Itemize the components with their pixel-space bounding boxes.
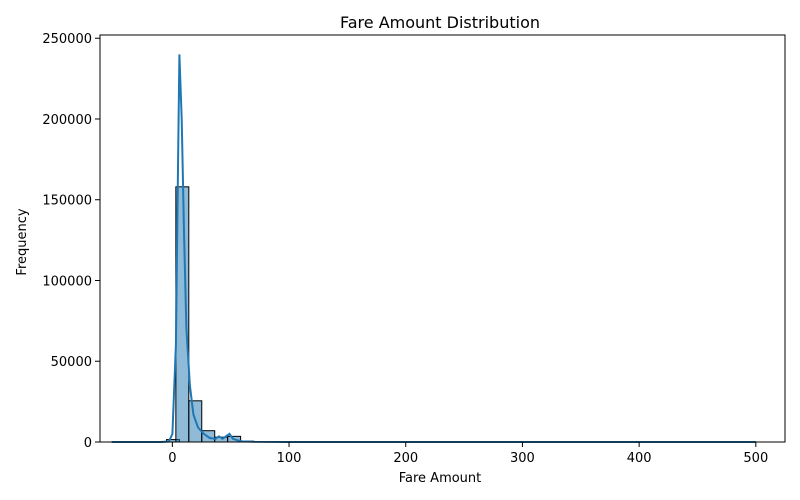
x-tick-label-3: 300 [510,451,535,466]
x-tick-label-1: 100 [277,451,302,466]
y-axis-label: Frequency [15,208,30,275]
x-tick-label-5: 500 [743,451,768,466]
y-tick-label-5: 250000 [42,32,92,47]
x-tick-label-0: 0 [168,451,176,466]
y-tick-label-0: 0 [84,436,92,451]
plot-frame [99,34,786,443]
y-axis-ticks: 0 50000 100000 150000 200000 250000 [42,32,100,451]
x-axis-ticks: 0 100 200 300 400 500 [168,442,768,466]
chart-title: Fare Amount Distribution [340,13,540,32]
x-axis-label: Fare Amount [399,471,482,486]
kde-curve [111,54,756,443]
y-tick-label-3: 150000 [42,194,92,209]
y-tick-label-1: 50000 [51,355,92,370]
y-tick-label-4: 200000 [42,113,92,128]
y-tick-label-2: 100000 [42,274,92,289]
x-tick-label-2: 200 [393,451,418,466]
x-tick-label-4: 400 [627,451,652,466]
